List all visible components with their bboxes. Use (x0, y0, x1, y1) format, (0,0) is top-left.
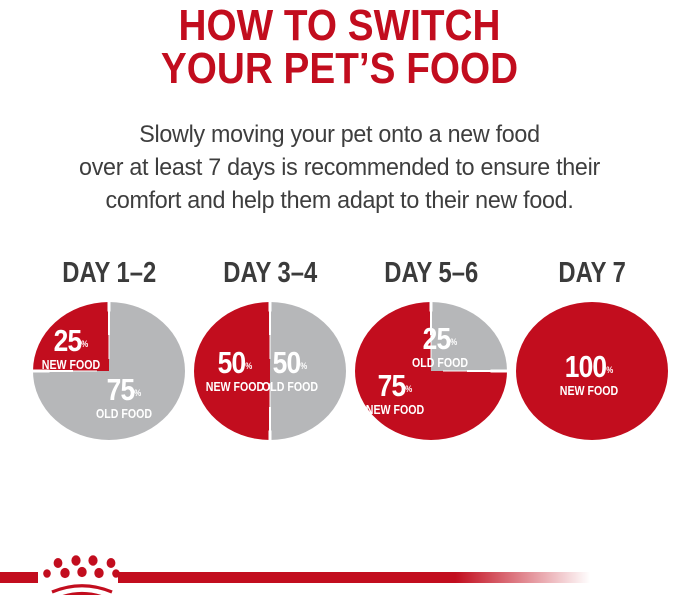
pie-slice-label-new-food: 75% NEW FOOD (365, 370, 423, 417)
pie-day-title: DAY 3–4 (223, 257, 317, 289)
slice-sublabel: NEW FOOD (365, 402, 424, 417)
pie-chart: 100% NEW FOOD (516, 302, 668, 440)
slice-sublabel: NEW FOOD (205, 379, 265, 394)
pie-column: DAY 7 100% NEW FOOD (513, 259, 671, 440)
pie-slice-label-new-food: 25% NEW FOOD (42, 324, 100, 371)
pie-slice-label-old-food: 25% OLD FOOD (412, 323, 468, 370)
slice-percent-value: 25 (53, 322, 82, 358)
slice-sublabel: OLD FOOD (412, 355, 469, 370)
pie-day-title: DAY 5–6 (384, 257, 478, 289)
slice-percent-value: 50 (217, 344, 246, 380)
page-title-line1: HOW TO SWITCH (178, 1, 501, 50)
percent-sign: % (134, 388, 142, 399)
slice-percent-value: 50 (272, 344, 301, 380)
pie-day-title: DAY 7 (558, 257, 626, 289)
pie-slice-label-new-food: 50% NEW FOOD (206, 346, 264, 393)
percent-sign: % (404, 383, 412, 394)
brand-bar-left (0, 572, 38, 583)
percent-sign: % (300, 360, 308, 371)
royal-canin-crown-icon (43, 555, 120, 595)
slice-percent-value: 75 (377, 367, 405, 403)
percent-sign: % (606, 364, 614, 375)
brand-bar-right (118, 572, 600, 583)
percent-sign: % (450, 337, 458, 348)
pie-slice-label-new-food: 100% NEW FOOD (560, 351, 618, 398)
pie-day-title: DAY 1–2 (62, 257, 156, 289)
pie-slice-label-old-food: 50% OLD FOOD (262, 346, 318, 393)
pie-chart: 25% NEW FOOD 75% OLD FOOD (33, 302, 185, 440)
intro-text: Slowly moving your pet onto a new food o… (79, 121, 600, 214)
page-title: HOW TO SWITCH YOUR PET’S FOOD (41, 1, 639, 93)
slice-sublabel: NEW FOOD (41, 357, 101, 372)
pie-column: DAY 5–6 75% NEW FOOD 25% OLD FOOD (352, 259, 510, 440)
page-title-line2: YOUR PET’S FOOD (160, 44, 519, 93)
slice-sublabel: OLD FOOD (261, 379, 318, 394)
slice-percent-value: 25 (422, 320, 451, 356)
pie-chart: 50% NEW FOOD 50% OLD FOOD (194, 302, 346, 440)
percent-sign: % (81, 338, 89, 349)
slice-percent-value: 75 (106, 371, 135, 407)
percent-sign: % (245, 360, 253, 371)
slice-percent-value: 100 (564, 348, 607, 384)
pie-slice-label-old-food: 75% OLD FOOD (96, 374, 152, 421)
slice-sublabel: NEW FOOD (559, 383, 619, 398)
slice-sublabel: OLD FOOD (96, 406, 153, 421)
pie-chart: 75% NEW FOOD 25% OLD FOOD (355, 302, 507, 440)
pie-column: DAY 3–4 50% NEW FOOD 50% OLD FOOD (191, 259, 349, 440)
pie-chart-row: DAY 1–2 25% NEW FOOD 75% OLD FOOD DAY 3–4 50% N… (0, 259, 679, 440)
pie-column: DAY 1–2 25% NEW FOOD 75% OLD FOOD (30, 259, 188, 440)
